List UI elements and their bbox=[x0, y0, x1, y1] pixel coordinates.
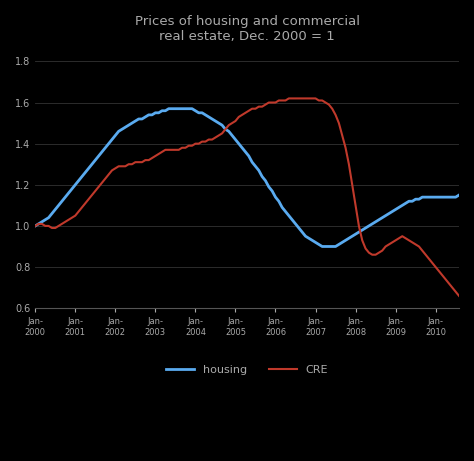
CRE bbox=[136, 160, 142, 165]
housing bbox=[456, 192, 462, 198]
CRE bbox=[189, 143, 195, 148]
CRE bbox=[400, 233, 405, 239]
CRE bbox=[439, 272, 445, 278]
housing bbox=[136, 116, 142, 122]
Legend: housing, CRE: housing, CRE bbox=[162, 361, 333, 380]
Line: housing: housing bbox=[35, 109, 459, 247]
housing bbox=[443, 195, 448, 200]
CRE bbox=[286, 95, 292, 101]
CRE bbox=[253, 106, 258, 112]
housing bbox=[192, 108, 198, 113]
housing bbox=[209, 116, 215, 122]
CRE bbox=[456, 293, 462, 299]
Title: Prices of housing and commercial
real estate, Dec. 2000 = 1: Prices of housing and commercial real es… bbox=[135, 15, 360, 43]
CRE bbox=[32, 223, 38, 229]
CRE bbox=[206, 137, 211, 142]
housing bbox=[166, 106, 172, 112]
housing bbox=[403, 201, 409, 206]
housing bbox=[32, 223, 38, 229]
housing bbox=[256, 168, 262, 173]
Line: CRE: CRE bbox=[35, 98, 459, 296]
housing bbox=[319, 244, 325, 249]
